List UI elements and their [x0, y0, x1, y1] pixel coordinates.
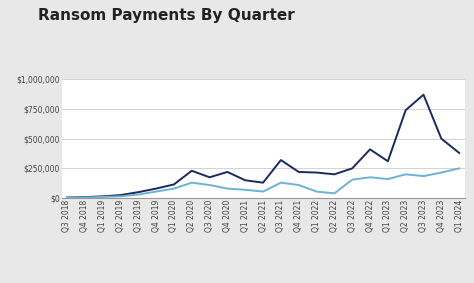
- Average Ransom Payment: [225, 170, 230, 174]
- Median Ransom Payment: [153, 190, 159, 193]
- Average Ransom Payment: [64, 196, 70, 199]
- Median Ransom Payment: [296, 183, 301, 187]
- Average Ransom Payment: [385, 160, 391, 163]
- Average Ransom Payment: [82, 196, 88, 199]
- Median Ransom Payment: [171, 187, 177, 190]
- Average Ransom Payment: [349, 167, 355, 170]
- Average Ransom Payment: [438, 137, 444, 140]
- Average Ransom Payment: [367, 148, 373, 151]
- Average Ransom Payment: [456, 151, 462, 155]
- Median Ransom Payment: [242, 188, 248, 192]
- Average Ransom Payment: [278, 158, 284, 162]
- Median Ransom Payment: [189, 181, 195, 184]
- Average Ransom Payment: [260, 181, 266, 184]
- Median Ransom Payment: [207, 183, 212, 187]
- Median Ransom Payment: [260, 190, 266, 193]
- Line: Average Ransom Payment: Average Ransom Payment: [67, 95, 459, 198]
- Median Ransom Payment: [456, 167, 462, 170]
- Median Ransom Payment: [331, 192, 337, 195]
- Average Ransom Payment: [118, 194, 123, 197]
- Average Ransom Payment: [189, 169, 195, 172]
- Median Ransom Payment: [278, 181, 284, 184]
- Average Ransom Payment: [100, 195, 106, 198]
- Average Ransom Payment: [420, 93, 426, 97]
- Median Ransom Payment: [420, 174, 426, 178]
- Median Ransom Payment: [100, 195, 106, 199]
- Average Ransom Payment: [136, 190, 141, 194]
- Median Ransom Payment: [82, 196, 88, 199]
- Average Ransom Payment: [242, 179, 248, 182]
- Average Ransom Payment: [171, 183, 177, 186]
- Median Ransom Payment: [118, 195, 123, 198]
- Line: Median Ransom Payment: Median Ransom Payment: [67, 168, 459, 198]
- Average Ransom Payment: [153, 187, 159, 190]
- Median Ransom Payment: [349, 178, 355, 181]
- Median Ransom Payment: [225, 187, 230, 190]
- Text: Ransom Payments By Quarter: Ransom Payments By Quarter: [38, 8, 295, 23]
- Average Ransom Payment: [331, 173, 337, 176]
- Average Ransom Payment: [207, 175, 212, 179]
- Median Ransom Payment: [136, 193, 141, 196]
- Average Ransom Payment: [403, 108, 409, 112]
- Median Ransom Payment: [367, 175, 373, 179]
- Average Ransom Payment: [296, 170, 301, 174]
- Median Ransom Payment: [385, 177, 391, 181]
- Median Ransom Payment: [64, 196, 70, 200]
- Median Ransom Payment: [438, 171, 444, 174]
- Average Ransom Payment: [314, 171, 319, 174]
- Median Ransom Payment: [403, 173, 409, 176]
- Median Ransom Payment: [314, 190, 319, 193]
